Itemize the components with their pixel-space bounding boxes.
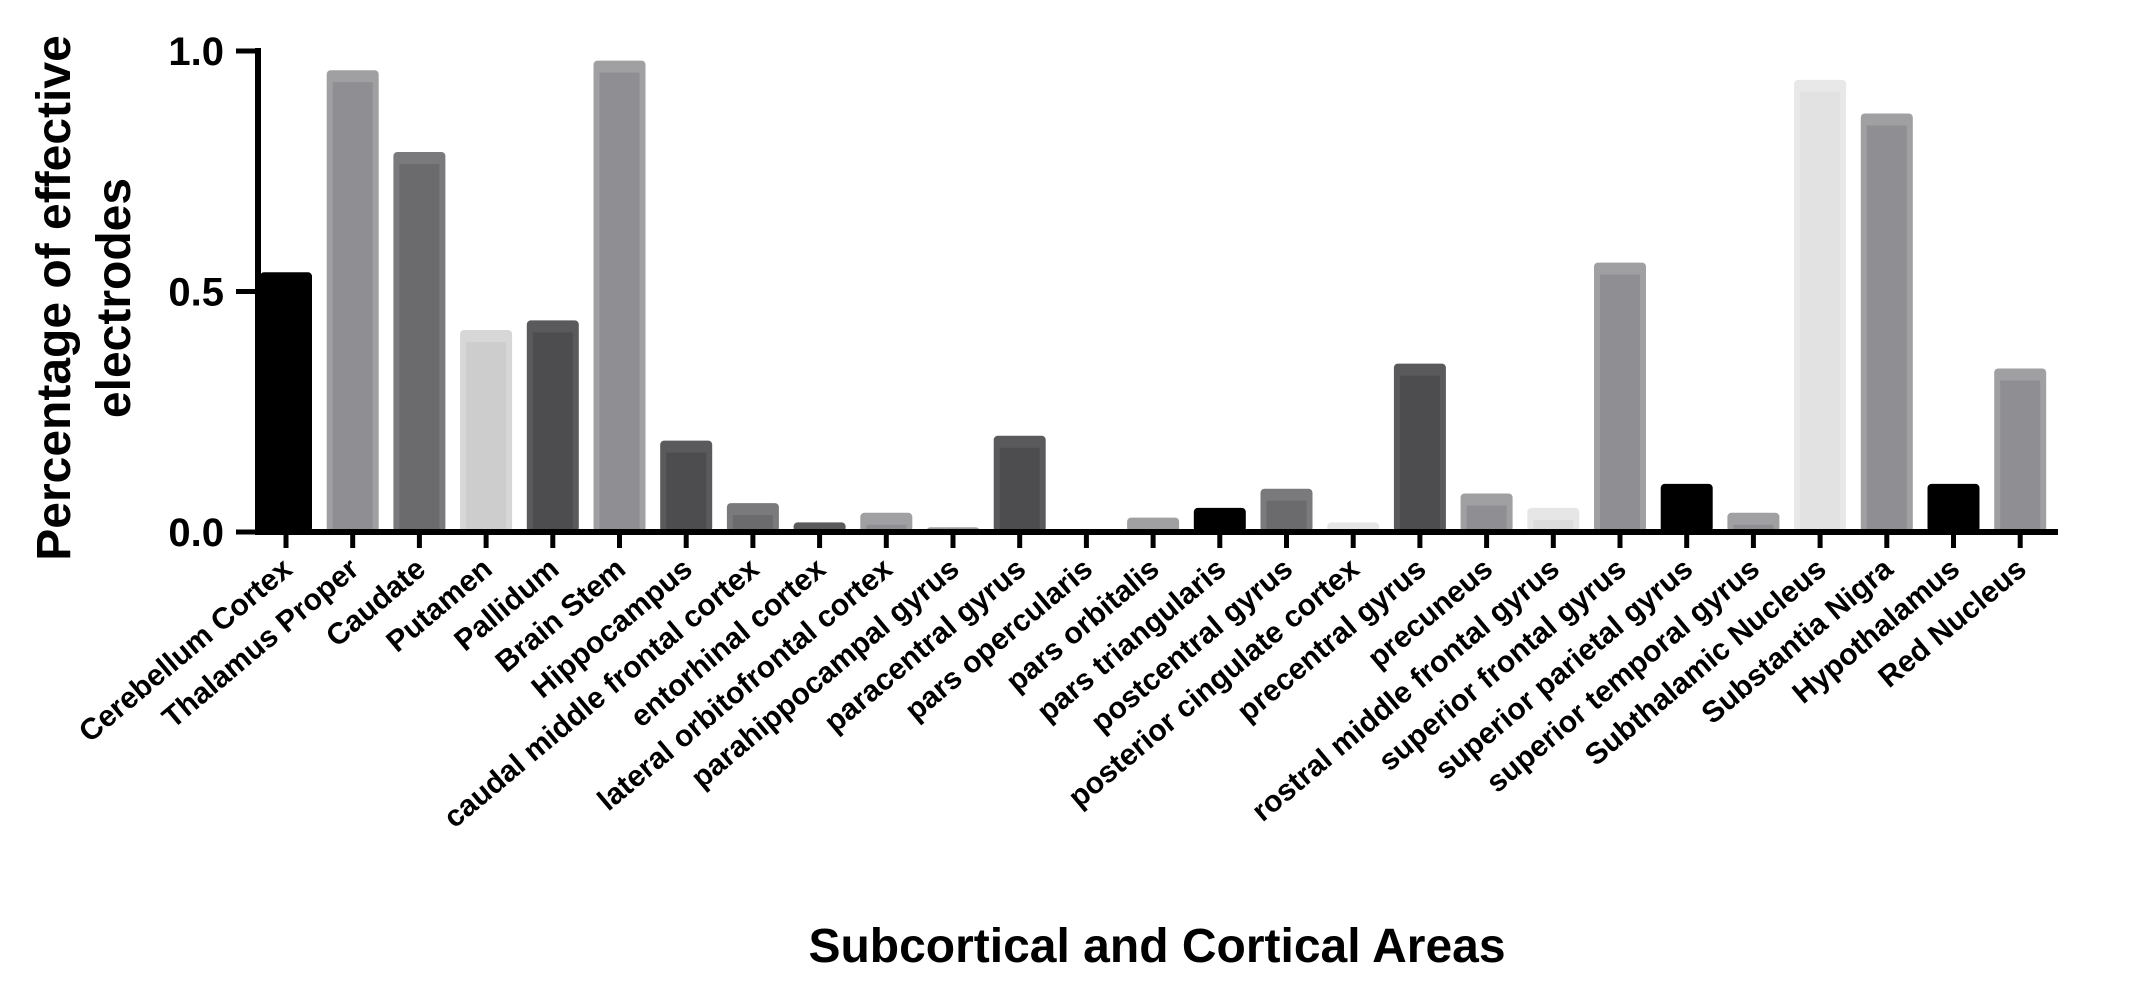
- y-tick-label-0: 0.0: [168, 511, 224, 555]
- bar-fill-3: [466, 342, 507, 532]
- bar-fill-24: [1866, 125, 1907, 532]
- bar-fill-0: [266, 284, 306, 532]
- y-tick-label-1: 0.5: [168, 271, 224, 315]
- bar-13: [1127, 517, 1180, 532]
- bar-fill-4: [532, 332, 573, 532]
- bar-fill-5: [599, 72, 640, 532]
- bar-fill-15: [1266, 500, 1307, 532]
- bar-fill-1: [332, 82, 373, 532]
- bar-fill-9: [866, 524, 907, 532]
- y-axis-ticks: 0.0 0.5 1.0: [168, 30, 2023, 555]
- bar-fill-17: [1399, 375, 1440, 532]
- y-axis-title: Percentage of effective electrodes: [28, 35, 141, 561]
- bars-group: [260, 60, 2047, 533]
- bar-fill-25: [1933, 495, 1974, 532]
- bar-fill-23: [1800, 91, 1841, 533]
- x-axis-title: Subcortical and Cortical Areas: [808, 920, 1505, 973]
- bar-fill-6: [666, 452, 707, 532]
- y-axis-title-line-1: Percentage of effective: [28, 35, 81, 561]
- bar-fill-18: [1466, 505, 1507, 532]
- bar-fill-22: [1733, 524, 1774, 532]
- bar-fill-20: [1600, 274, 1640, 532]
- bar-fill-2: [399, 164, 440, 532]
- bar-fill-26: [2000, 380, 2041, 532]
- bar-fill-11: [999, 447, 1040, 532]
- bar-fill-21: [1666, 495, 1707, 532]
- y-axis-title-line-2: electrodes: [88, 178, 141, 418]
- bar-fill-7: [732, 515, 773, 532]
- y-tick-label-2: 1.0: [168, 30, 224, 74]
